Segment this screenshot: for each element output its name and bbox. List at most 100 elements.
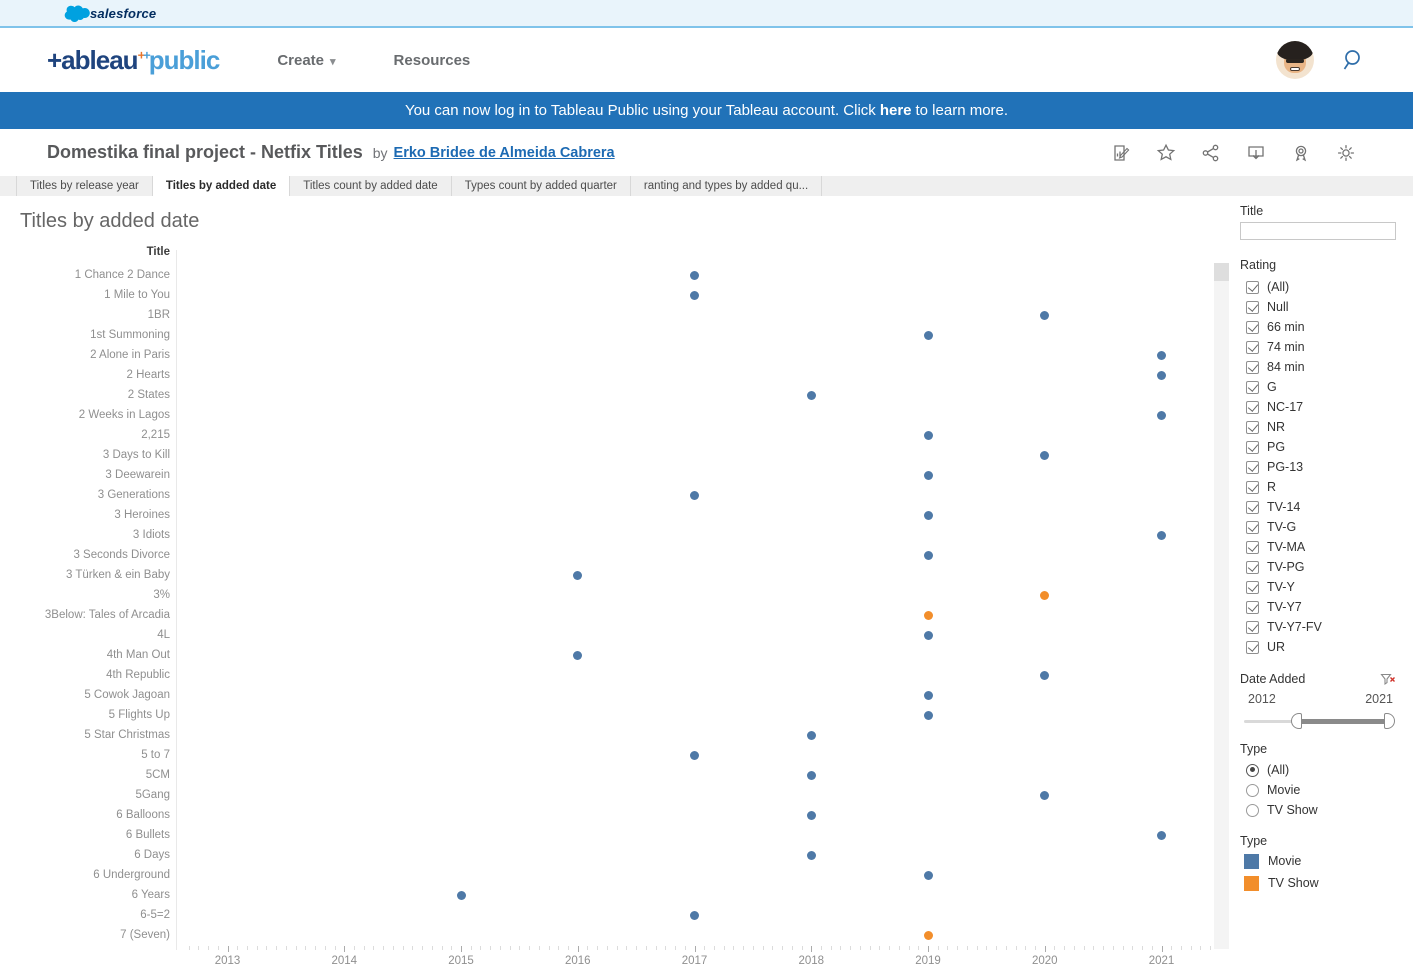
data-point[interactable] <box>1040 451 1050 460</box>
row-label[interactable]: 1 Chance 2 Dance <box>74 268 170 281</box>
data-point[interactable] <box>690 491 699 500</box>
clear-filter-funnel-icon[interactable] <box>1380 672 1396 688</box>
checkbox-icon[interactable] <box>1246 360 1259 374</box>
data-point[interactable] <box>923 871 933 880</box>
checkbox-icon[interactable] <box>1246 480 1259 494</box>
rating-option-pg-13[interactable]: PG-13 <box>1246 457 1303 477</box>
rating-option-ur[interactable]: UR <box>1246 637 1285 657</box>
radio-icon[interactable] <box>1246 803 1259 817</box>
type-option-tv-show[interactable]: TV Show <box>1246 800 1318 820</box>
checkbox-icon[interactable] <box>1246 640 1259 654</box>
data-point[interactable] <box>923 331 933 340</box>
row-label[interactable]: 6 Days <box>134 848 170 861</box>
title-filter-input[interactable] <box>1240 222 1396 240</box>
row-label[interactable]: 5 Cowok Jagoan <box>84 688 170 701</box>
checkbox-icon[interactable] <box>1246 460 1259 474</box>
checkbox-icon[interactable] <box>1246 620 1259 634</box>
author-link[interactable]: Erko Bridee de Almeida Cabrera <box>393 144 615 161</box>
data-point[interactable] <box>1040 311 1050 320</box>
row-label[interactable]: 5 Flights Up <box>108 708 170 721</box>
row-label[interactable]: 5Gang <box>135 788 170 801</box>
data-point[interactable] <box>923 631 933 640</box>
data-point[interactable] <box>1040 671 1050 680</box>
sheet-tab-5[interactable]: ranting and types by added qu... <box>630 176 823 196</box>
rating-option-tv-14[interactable]: TV-14 <box>1246 497 1300 517</box>
row-label[interactable]: 6 Underground <box>93 868 170 881</box>
checkbox-icon[interactable] <box>1246 540 1259 554</box>
data-point[interactable] <box>923 471 933 480</box>
checkbox-icon[interactable] <box>1246 400 1259 414</box>
row-label[interactable]: 3 Idiots <box>132 528 170 541</box>
share-icon[interactable] <box>1201 143 1221 163</box>
row-label[interactable]: 3 Deewarein <box>105 468 170 481</box>
checkbox-icon[interactable] <box>1246 380 1259 394</box>
date-slider-handle-left[interactable] <box>1291 713 1302 729</box>
data-point[interactable] <box>806 731 816 740</box>
data-point[interactable] <box>923 611 933 620</box>
favorite-star-icon[interactable] <box>1156 143 1176 163</box>
award-icon[interactable] <box>1291 143 1311 163</box>
data-point[interactable] <box>1157 831 1166 840</box>
nav-create-menu[interactable]: Create ▾ <box>277 52 335 69</box>
user-avatar[interactable] <box>1276 41 1314 79</box>
checkbox-icon[interactable] <box>1246 560 1259 574</box>
checkbox-icon[interactable] <box>1246 600 1259 614</box>
row-label[interactable]: 6-5=2 <box>140 908 170 921</box>
legend-item-tv-show[interactable]: TV Show <box>1244 875 1319 891</box>
checkbox-icon[interactable] <box>1246 280 1259 294</box>
rating-option-r[interactable]: R <box>1246 477 1276 497</box>
row-label[interactable]: 2,215 <box>141 428 170 441</box>
checkbox-icon[interactable] <box>1246 420 1259 434</box>
rating-option-null[interactable]: Null <box>1246 297 1289 317</box>
sheet-tab-2[interactable]: Titles by added date <box>152 176 291 196</box>
data-point[interactable] <box>923 431 933 440</box>
edit-viz-icon[interactable] <box>1111 143 1131 163</box>
radio-icon[interactable] <box>1246 763 1259 777</box>
sheet-tab-4[interactable]: Types count by added quarter <box>451 176 631 196</box>
tableau-public-logo[interactable]: +ableau++public <box>47 45 220 76</box>
rating-option-g[interactable]: G <box>1246 377 1277 397</box>
data-point[interactable] <box>923 691 933 700</box>
row-label[interactable]: 3Below: Tales of Arcadia <box>44 608 170 621</box>
rating-option-tv-ma[interactable]: TV-MA <box>1246 537 1305 557</box>
row-label[interactable]: 7 (Seven) <box>120 928 170 941</box>
checkbox-icon[interactable] <box>1246 440 1259 454</box>
row-label[interactable]: 1 Mile to You <box>104 288 170 301</box>
type-option-movie[interactable]: Movie <box>1246 780 1300 800</box>
legend-item-movie[interactable]: Movie <box>1244 853 1301 869</box>
checkbox-icon[interactable] <box>1246 500 1259 514</box>
rating-option--all-[interactable]: (All) <box>1246 277 1289 297</box>
data-point[interactable] <box>923 711 933 720</box>
data-point[interactable] <box>1157 371 1166 380</box>
row-label[interactable]: 5 to 7 <box>141 748 170 761</box>
data-point[interactable] <box>806 851 816 860</box>
sheet-tab-3[interactable]: Titles count by added date <box>290 176 452 196</box>
row-label[interactable]: 6 Balloons <box>116 808 170 821</box>
checkbox-icon[interactable] <box>1246 300 1259 314</box>
date-slider-handle-right[interactable] <box>1384 713 1395 729</box>
rating-option-74-min[interactable]: 74 min <box>1246 337 1305 357</box>
data-point[interactable] <box>1157 531 1166 540</box>
row-label[interactable]: 1BR <box>147 308 170 321</box>
data-point[interactable] <box>573 651 583 660</box>
rating-option-nc-17[interactable]: NC-17 <box>1246 397 1303 417</box>
data-point[interactable] <box>1157 411 1166 420</box>
row-label[interactable]: 2 States <box>127 388 170 401</box>
nav-resources[interactable]: Resources <box>394 52 471 69</box>
row-label[interactable]: 4th Man Out <box>106 648 170 661</box>
date-slider-range[interactable] <box>1297 719 1389 724</box>
row-label[interactable]: 1st Summoning <box>90 328 170 341</box>
rating-option-tv-pg[interactable]: TV-PG <box>1246 557 1305 577</box>
row-label[interactable]: 2 Weeks in Lagos <box>78 408 170 421</box>
data-point[interactable] <box>806 771 816 780</box>
rating-option-84-min[interactable]: 84 min <box>1246 357 1305 377</box>
data-point[interactable] <box>1157 351 1166 360</box>
row-label[interactable]: 3 Days to Kill <box>102 448 170 461</box>
row-label[interactable]: 4th Republic <box>106 668 170 681</box>
checkbox-icon[interactable] <box>1246 580 1259 594</box>
data-point[interactable] <box>456 891 466 900</box>
row-label[interactable]: 5CM <box>145 768 170 781</box>
radio-icon[interactable] <box>1246 783 1259 797</box>
data-point[interactable] <box>923 931 933 940</box>
rating-option-tv-g[interactable]: TV-G <box>1246 517 1296 537</box>
